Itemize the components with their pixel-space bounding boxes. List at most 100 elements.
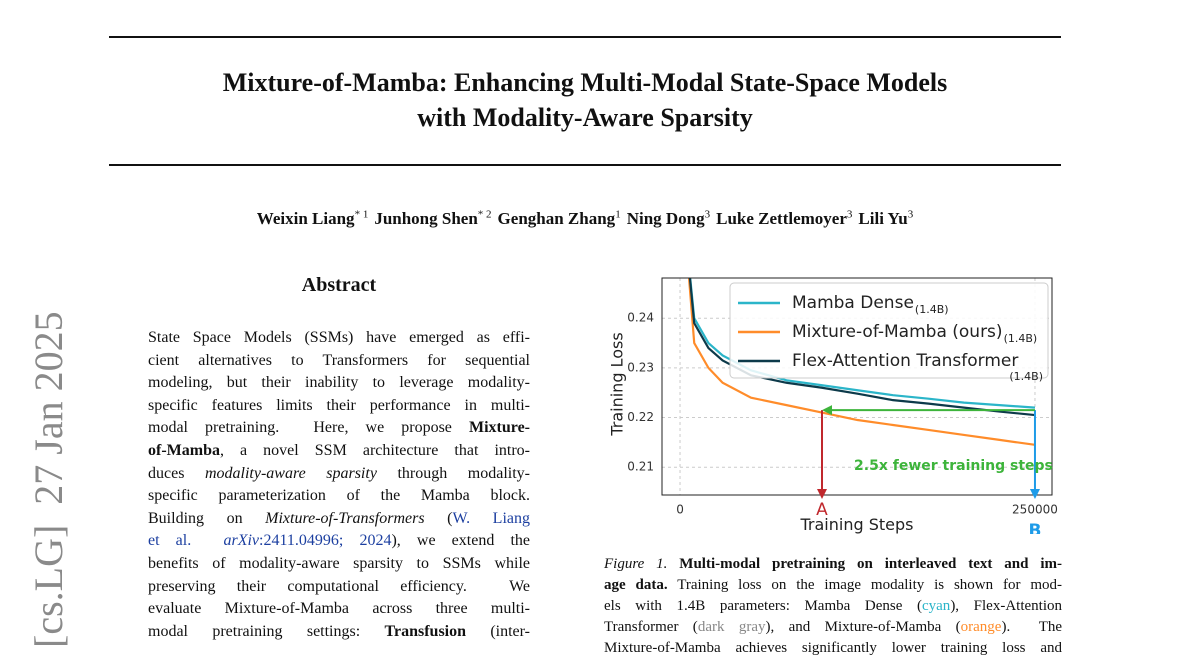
text-line: benefits of modality-aware sparsity to S… [148,553,530,576]
series-line [689,278,1036,409]
text-span: cient alternatives to Transformers for s… [148,351,530,369]
text-line: duces modality-aware sparsity through mo… [148,463,530,486]
affiliation-mark: 1 [615,208,621,220]
author: Ning Dong3 [626,208,711,228]
x-axis-label: Training Steps [800,515,914,534]
text-span: modeling, but their inability to leverag… [148,374,530,392]
text-span: of-Mamba [148,441,220,459]
text-line: modal pretraining. Here, we propose Mixt… [148,417,530,440]
text-span: ( [424,509,453,527]
text-line: of-Mamba, a novel SSM architecture that … [148,440,530,463]
affiliation-mark: 3 [704,208,711,220]
text-line: et al. arXiv:2411.04996; 2024), we exten… [148,530,530,553]
y-tick-label: 0.23 [627,360,654,374]
legend-label: Mixture-of-Mamba (ours) [792,322,1003,342]
legend-box [729,282,1049,379]
author: Genghan Zhang1 [497,208,621,228]
legend-subscript: (1.4B) [1004,332,1038,345]
plot-frame [661,277,1053,496]
text-span: ), we extend the [391,532,530,550]
author-name: Weixin Liang [256,208,355,228]
text-span: through modality- [376,464,531,482]
text-span: ), and Mixture-of-Mamba ( [765,619,961,635]
text-span: Building on [148,509,266,527]
author-name: Genghan Zhang [497,208,616,228]
top-rule [109,36,1061,38]
text-span: duces [148,464,205,482]
text-span: :2411.04996; 2024 [259,532,392,550]
text-line: modeling, but their inability to leverag… [148,372,530,395]
text-line: modal pretraining settings: Transfusion … [148,621,530,644]
affiliation-mark: 3 [846,208,853,220]
text-span: dark gray [697,619,766,635]
text-span: ). The [1001,619,1063,635]
x-tick-label: 0 [676,503,684,517]
x-tick-label: 250000 [1012,503,1058,517]
legend-subscript: (1.4B) [1009,370,1043,383]
text-span: et al. [148,532,224,550]
author: Junhong Shen* 2 [374,208,492,228]
abstract-body: State Space Models (SSMs) have emerged a… [148,327,530,643]
author-name: Luke Zettlemoyer [716,208,847,228]
title-line: Mixture-of-Mamba: Enhancing Multi-Modal … [222,68,948,97]
label-a: A [816,500,828,520]
text-line: els with 1.4B parameters: Mamba Dense (c… [604,596,1062,617]
text-span: Mixture-of-Mamba achieves significantly … [604,640,1062,656]
abstract-heading: Abstract [301,274,377,296]
text-line: specific features limits their performan… [148,395,530,418]
text-span: W. Liang [452,509,530,527]
text-span: , a novel SSM architecture that intro- [219,441,530,459]
y-tick-label: 0.21 [627,460,654,474]
text-span: Mixture-of-Transformers [265,509,425,527]
text-line: Building on Mixture-of-Transformers (W. … [148,508,530,531]
legend-label: Mamba Dense [792,293,914,313]
author: Lili Yu3 [858,208,914,228]
text-line: specific parameterization of the Mamba b… [148,485,530,508]
text-span: Transformer ( [604,619,698,635]
y-tick-label: 0.24 [627,311,654,325]
text-line: age data. Training loss on the image mod… [604,575,1062,596]
author-list: Weixin Liang* 1 Junhong Shen* 2 Genghan Zh… [109,208,1061,229]
author-name: Junhong Shen [374,208,478,228]
arxiv-sidebar: [cs.LG] 27 Jan 2025 [26,311,71,648]
text-span: orange [960,619,1002,635]
author: Luke Zettlemoyer3 [716,208,853,228]
text-span: Transfusion [384,622,467,640]
text-span: benefits of modality-aware sparsity to S… [148,554,530,572]
y-tick-label: 0.22 [627,410,654,424]
text-span: modal pretraining settings: [148,622,385,640]
label-b: B [1028,521,1041,534]
text-span: modality-aware sparsity [204,464,377,482]
annotation-text: 2.5x fewer training steps [854,458,1053,474]
affiliation-mark: * 2 [477,208,492,220]
text-line: preserving their computational efficienc… [148,576,530,599]
text-line: Transformer (dark gray), and Mixture-of-… [604,617,1062,638]
bottom-rule [109,164,1061,166]
text-span: age data. [604,577,668,593]
text-span: els with 1.4B parameters: Mamba Dense ( [604,598,922,614]
text-line: Figure 1. Multi-modal pretraining on int… [604,554,1062,575]
text-line: cient alternatives to Transformers for s… [148,350,530,373]
text-span: ), Flex-Attention [950,598,1062,614]
text-span: arXiv [223,532,260,550]
author-name: Ning Dong [626,208,705,228]
text-span: Training loss on the image modality is s… [667,577,1062,593]
text-span: specific features limits their performan… [148,396,530,414]
text-span: Multi-modal pretraining on interleaved t… [679,556,1062,572]
text-span: (inter- [466,622,530,640]
y-axis-label: Training Loss [608,332,627,436]
chart: Training Loss Training Steps 0.21 0.22 0.2… [608,277,1058,534]
text-line: Mixture-of-Mamba achieves significantly … [604,638,1062,659]
text-span: specific parameterization of the Mamba b… [148,487,530,505]
author: Weixin Liang* 1 [256,208,369,228]
author-name: Lili Yu [858,208,908,228]
legend-subscript: (1.4B) [915,303,949,316]
text-line: State Space Models (SSMs) have emerged a… [148,327,530,350]
title-line: with Modality-Aware Sparsity [417,103,753,132]
series-line [688,278,1036,417]
affiliation-mark: 3 [907,208,914,220]
legend-label: Flex-Attention Transformer [792,351,1018,371]
text-span: preserving their computational efficienc… [148,577,530,595]
text-span: State Space Models (SSMs) have emerged a… [148,329,530,346]
